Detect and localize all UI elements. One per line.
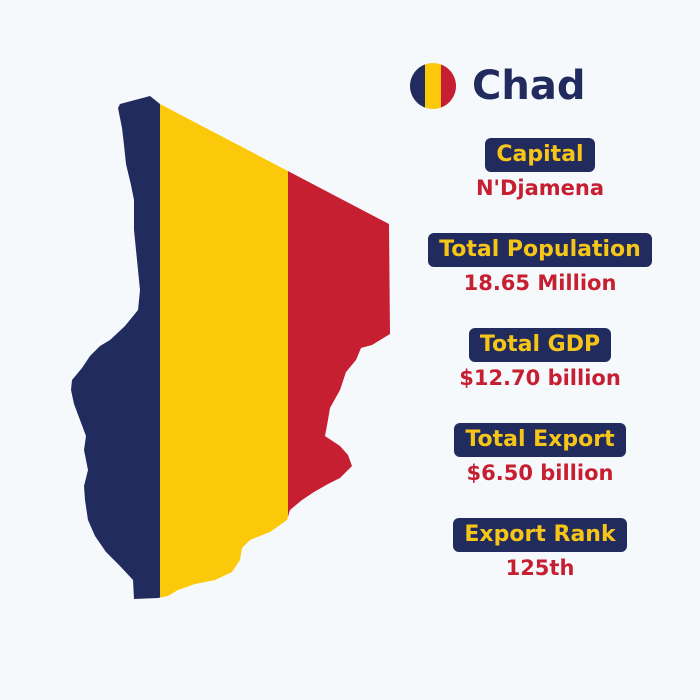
chad-flag-icon — [410, 63, 456, 109]
fact-population: Total Population 18.65 Million — [410, 233, 670, 328]
fact-label: Capital — [485, 138, 595, 172]
flag-icon-yellow — [425, 63, 441, 109]
flag-icon-red — [440, 63, 456, 109]
fact-label: Export Rank — [453, 518, 627, 552]
flag-stripe-yellow — [160, 96, 288, 599]
fact-value: 18.65 Million — [463, 271, 617, 295]
fact-value: $6.50 billion — [466, 461, 614, 485]
fact-capital: Capital N'Djamena — [410, 138, 670, 233]
fact-value: N'Djamena — [475, 176, 605, 200]
fact-label: Total Population — [428, 233, 652, 267]
fact-value: $12.70 billion — [459, 366, 621, 390]
fact-export-rank: Export Rank 125th — [410, 518, 670, 613]
fact-label: Total GDP — [468, 328, 612, 362]
facts-panel: Capital N'Djamena Total Population 18.65… — [410, 138, 670, 613]
header: Chad — [410, 58, 585, 114]
flag-stripe-blue — [71, 96, 160, 599]
fact-gdp: Total GDP $12.70 billion — [410, 328, 670, 423]
fact-label: Total Export — [454, 423, 626, 457]
flag-icon-blue — [410, 63, 426, 109]
country-title: Chad — [472, 63, 586, 109]
fact-value: 125th — [505, 556, 575, 580]
fact-export: Total Export $6.50 billion — [410, 423, 670, 518]
